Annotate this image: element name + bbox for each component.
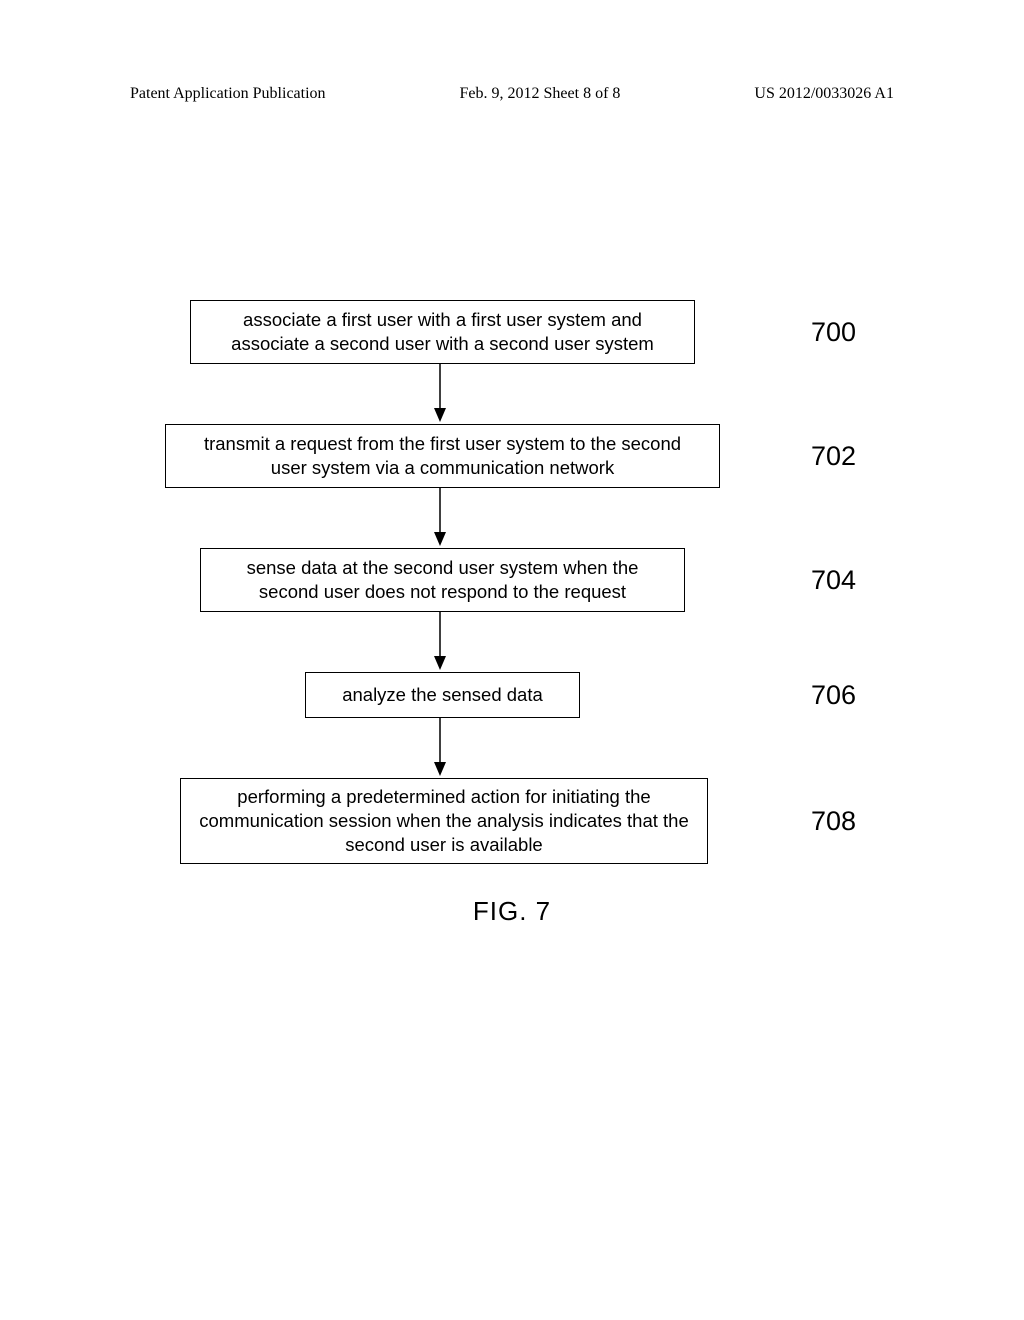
flow-step-700: associate a first user with a first user… <box>160 300 1024 364</box>
header-right: US 2012/0033026 A1 <box>754 85 894 103</box>
header-left: Patent Application Publication <box>130 85 326 103</box>
flow-step-706: analyze the sensed data 706 <box>160 672 1024 718</box>
flow-ref-708: 708 <box>811 806 856 837</box>
flow-text-702: transmit a request from the first user s… <box>184 432 701 480</box>
flow-text-706: analyze the sensed data <box>342 683 543 707</box>
flow-ref-700: 700 <box>811 317 856 348</box>
figure-label: FIG. 7 <box>0 896 1024 927</box>
arrow-700-702 <box>160 364 720 424</box>
flow-box-704: sense data at the second user system whe… <box>200 548 685 612</box>
page-header: Patent Application Publication Feb. 9, 2… <box>0 85 1024 103</box>
arrow-706-708 <box>160 718 720 778</box>
flow-text-704: sense data at the second user system whe… <box>219 556 666 604</box>
flow-ref-706: 706 <box>811 680 856 711</box>
flow-ref-704: 704 <box>811 565 856 596</box>
arrow-702-704 <box>160 488 720 548</box>
flow-box-700: associate a first user with a first user… <box>190 300 695 364</box>
flow-box-708: performing a predetermined action for in… <box>180 778 708 864</box>
flow-box-706: analyze the sensed data <box>305 672 580 718</box>
flow-box-702: transmit a request from the first user s… <box>165 424 720 488</box>
flow-ref-702: 702 <box>811 441 856 472</box>
flow-step-702: transmit a request from the first user s… <box>160 424 1024 488</box>
flowchart: associate a first user with a first user… <box>0 300 1024 927</box>
flow-step-708: performing a predetermined action for in… <box>160 778 1024 864</box>
arrow-704-706 <box>160 612 720 672</box>
flow-text-708: performing a predetermined action for in… <box>199 785 689 857</box>
flow-text-700: associate a first user with a first user… <box>209 308 676 356</box>
flow-step-704: sense data at the second user system whe… <box>160 548 1024 612</box>
header-mid: Feb. 9, 2012 Sheet 8 of 8 <box>460 85 621 103</box>
